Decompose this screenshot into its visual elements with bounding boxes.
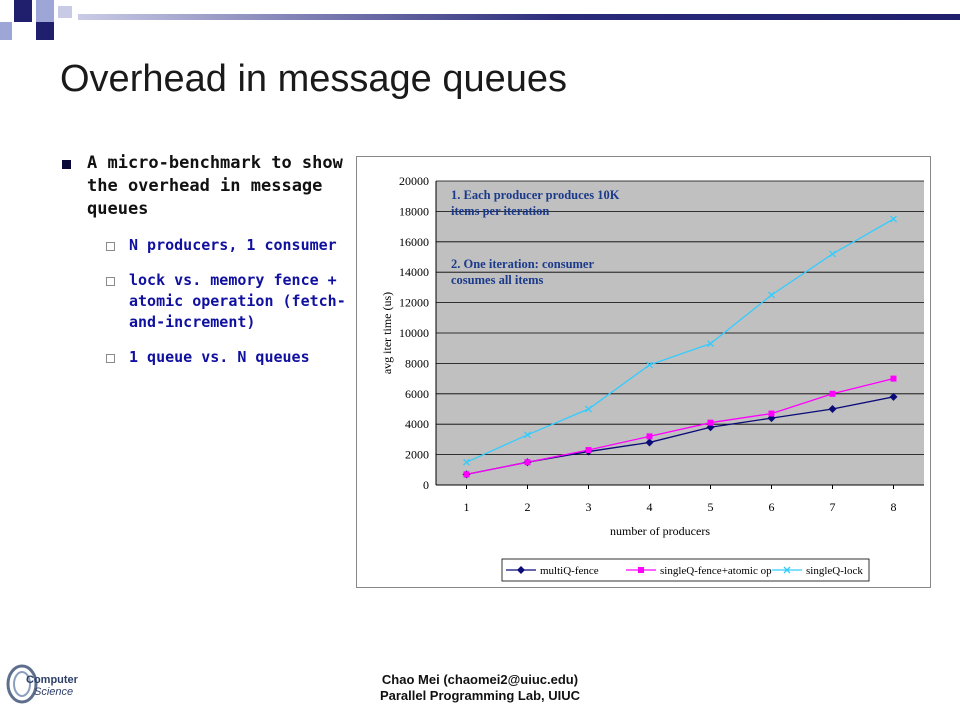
data-point (828, 405, 837, 413)
computer-science-logo: Computer Science (4, 662, 94, 710)
sub-bullet-text: lock vs. memory fence + atomic operation… (129, 271, 346, 331)
hollow-square-icon (106, 354, 115, 363)
y-tick-label: 16000 (399, 235, 429, 249)
chart-frame: 0 2000 4000 6000 8000 10000 12000 14000 16000 180… (356, 156, 931, 588)
annotation-text: 1. Each producer produces 10K items per … (451, 188, 620, 218)
x-tick-label: 1 (464, 500, 470, 514)
header-square-3 (0, 22, 12, 40)
x-tick-label: 3 (586, 500, 592, 514)
footer-author: Chao Mei (chaomei2@uiuc.edu) (381, 672, 579, 687)
main-bullet-text: A micro-benchmark to show the overhead i… (87, 153, 343, 219)
sub-bullet-text: N producers, 1 consumer (129, 236, 337, 254)
x-tick-label: 4 (647, 500, 653, 514)
x-axis-label: number of producers (610, 524, 710, 538)
y-tick-label: 4000 (405, 417, 429, 431)
legend-label: singleQ-lock (806, 565, 863, 577)
x-tick-label: 8 (891, 500, 897, 514)
sub-bullet: N producers, 1 consumer (104, 235, 350, 256)
data-point (463, 471, 470, 478)
annotation: 2. One iteration: consumer cosumes all i… (451, 257, 594, 287)
y-tick-label: 2000 (405, 448, 429, 462)
data-point (889, 392, 898, 401)
slide-title: Overhead in message queues (60, 58, 567, 100)
data-point (707, 419, 714, 426)
data-point (585, 447, 592, 454)
data-point (646, 361, 653, 369)
y-axis-label: avg iter time (us) (380, 292, 394, 374)
logo-text-2: Science (34, 686, 73, 698)
hollow-square-icon (106, 242, 115, 251)
data-point (890, 215, 897, 223)
x-tick-label: 6 (769, 500, 775, 514)
y-tick-label: 6000 (405, 387, 429, 401)
data-point (768, 291, 775, 299)
series-line (466, 218, 894, 463)
data-point (524, 459, 531, 466)
y-tick-label: 0 (423, 478, 429, 492)
legend-label: multiQ-fence (540, 565, 599, 577)
data-point (890, 375, 897, 382)
bullet-square-icon (62, 160, 71, 169)
header-square-1 (14, 0, 32, 22)
data-point (768, 410, 775, 417)
logo-text-1: Computer (26, 674, 79, 686)
data-point (707, 340, 714, 348)
legend-box (501, 558, 870, 582)
header-gradient-bar (78, 14, 960, 20)
legend-label: singleQ-fence+atomic op (660, 565, 772, 577)
annotation: 1. Each producer produces 10K items per … (451, 188, 620, 218)
y-tick-label: 12000 (399, 296, 429, 310)
annotation-text: 2. One iteration: consumer cosumes all i… (451, 257, 594, 287)
header-square-2 (36, 0, 54, 22)
x-tick-label: 7 (830, 500, 836, 514)
series-line (466, 377, 894, 475)
y-tick-label: 14000 (399, 265, 429, 279)
header-square-4 (36, 22, 54, 40)
data-point (646, 433, 653, 440)
data-point (524, 431, 531, 439)
data-point (645, 438, 654, 447)
header-square-5 (58, 6, 72, 18)
y-tick-label: 10000 (399, 326, 429, 340)
line-chart: 0 2000 4000 6000 8000 10000 12000 14000 16000 180… (380, 174, 924, 582)
y-tick-label: 8000 (405, 356, 429, 370)
y-tick-label: 18000 (399, 204, 429, 218)
legend-marker (517, 566, 525, 574)
data-point (829, 250, 836, 258)
bullet-list: A micro-benchmark to show the overhead i… (60, 152, 350, 382)
legend-marker (638, 567, 644, 573)
sub-bullet: 1 queue vs. N queues (104, 347, 350, 368)
y-tick-label: 20000 (399, 174, 429, 188)
main-bullet: A micro-benchmark to show the overhead i… (60, 152, 350, 221)
data-point (829, 390, 836, 397)
hollow-square-icon (106, 277, 115, 286)
data-point (463, 458, 470, 466)
logo-swirl-icon: Computer Science (6, 664, 79, 704)
x-tick-label: 2 (525, 500, 531, 514)
x-tick-label: 5 (708, 500, 714, 514)
footer-lab: Parallel Programming Lab, UIUC (379, 688, 581, 703)
sub-bullet-list: N producers, 1 consumer lock vs. memory … (104, 235, 350, 368)
sub-bullet-text: 1 queue vs. N queues (129, 348, 310, 366)
sub-bullet: lock vs. memory fence + atomic operation… (104, 270, 350, 333)
legend-marker (783, 566, 791, 574)
data-point (585, 405, 592, 413)
